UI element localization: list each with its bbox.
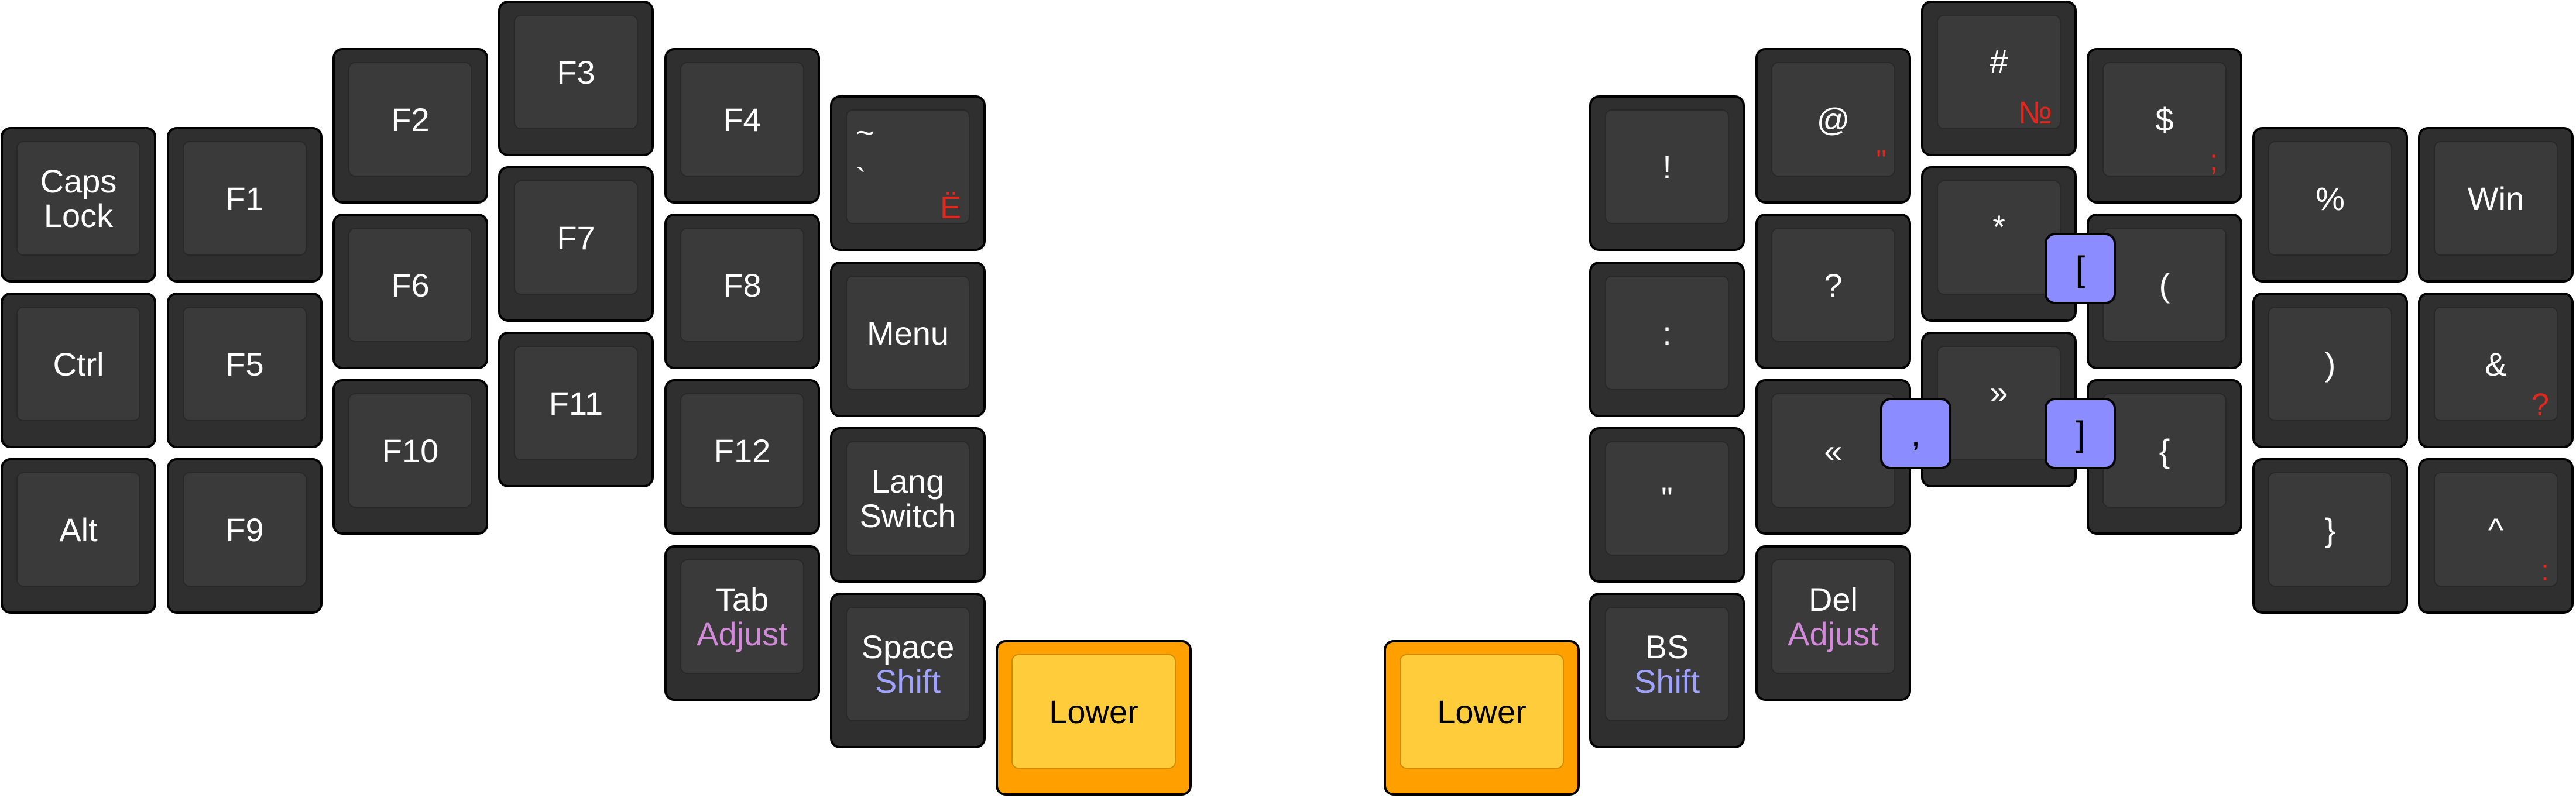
key-label: Caps Lock xyxy=(40,163,117,234)
hold-label-adjust: Adjust xyxy=(1788,615,1879,652)
combo-label: ] xyxy=(2075,414,2086,453)
combo-lbracket: [ xyxy=(2045,233,2116,304)
key-label: Ctrl xyxy=(53,345,104,383)
alt-label: : xyxy=(2541,554,2549,587)
key-label: F12 xyxy=(714,432,771,469)
key-label: F2 xyxy=(391,101,430,138)
key-rparen: ) xyxy=(2252,293,2408,448)
key-win: Win xyxy=(2418,127,2574,283)
key-label: } xyxy=(2324,511,2336,548)
key-label: ? xyxy=(1824,266,1843,304)
key-f7: F7 xyxy=(498,166,654,322)
key-f2: F2 xyxy=(332,48,488,204)
key-colon: : xyxy=(1589,262,1745,417)
alt-label: " xyxy=(1876,144,1886,177)
key-label: ) xyxy=(2324,345,2336,383)
key-label: Space xyxy=(861,628,955,665)
key-label: BS xyxy=(1645,628,1689,665)
hold-label-adjust: Adjust xyxy=(697,615,788,652)
key-label: F6 xyxy=(391,266,430,304)
key-label: F4 xyxy=(723,101,762,138)
hold-label-shift: Shift xyxy=(1634,663,1700,700)
alt-label: № xyxy=(2018,95,2052,130)
key-menu: Menu xyxy=(830,262,986,417)
key-label-top: ~ xyxy=(856,115,874,150)
alt-label: Ё xyxy=(939,190,961,225)
combo-rbracket: ] xyxy=(2045,398,2116,469)
key-lower-right: Lower xyxy=(1384,640,1580,796)
key-question: ? xyxy=(1755,214,1911,369)
key-rbrace: } xyxy=(2252,458,2408,614)
key-bs-shift: BS Shift xyxy=(1589,593,1745,748)
alt-label: ? xyxy=(2531,387,2549,422)
key-dquote: " xyxy=(1589,427,1745,583)
key-ctrl: Ctrl xyxy=(1,293,156,448)
key-f9: F9 xyxy=(167,458,323,614)
key-label-bottom: ` xyxy=(856,162,866,197)
key-f5: F5 xyxy=(167,293,323,448)
key-at: @ " xyxy=(1755,48,1911,204)
key-label: F10 xyxy=(382,432,439,469)
key-f11: F11 xyxy=(498,332,654,487)
alt-label: ; xyxy=(2210,144,2218,177)
key-label: Del xyxy=(1808,581,1858,618)
key-label: ^ xyxy=(2488,511,2504,548)
key-label: ! xyxy=(1662,148,1672,185)
key-tab-adjust: Tab Adjust xyxy=(664,545,820,701)
key-alt: Alt xyxy=(1,458,156,614)
key-lang-switch: Lang Switch xyxy=(830,427,986,583)
key-ampersand: &? xyxy=(2418,293,2574,448)
hold-label-shift: Shift xyxy=(874,663,941,700)
key-label: Alt xyxy=(59,511,98,548)
key-f8: F8 xyxy=(664,214,820,369)
key-label: Tab xyxy=(715,581,769,618)
key-label: & xyxy=(2485,345,2507,383)
key-label: : xyxy=(1662,314,1672,352)
key-f1: F1 xyxy=(167,127,323,283)
key-label: * xyxy=(1992,208,2005,245)
key-label: F7 xyxy=(557,219,595,256)
key-label: F1 xyxy=(225,180,264,217)
key-label: F8 xyxy=(723,266,762,304)
key-label: # xyxy=(1990,42,2008,80)
key-space-shift: Space Shift xyxy=(830,593,986,748)
key-label: Lower xyxy=(1049,693,1138,730)
key-exclaim: ! xyxy=(1589,95,1745,251)
key-tilde: ~ ` Ё xyxy=(830,95,986,251)
key-f4: F4 xyxy=(664,48,820,204)
key-label: F9 xyxy=(225,511,264,548)
key-label: % xyxy=(2316,180,2345,217)
key-label: Win xyxy=(2467,180,2524,217)
key-caps-lock: Caps Lock xyxy=(1,127,156,283)
key-label: » xyxy=(1990,373,2008,411)
key-f12: F12 xyxy=(664,379,820,535)
key-label: Menu xyxy=(866,314,949,352)
key-label: " xyxy=(1661,480,1673,517)
key-label: F5 xyxy=(225,345,264,383)
key-label: $ xyxy=(2155,101,2174,138)
key-label: « xyxy=(1824,432,1843,469)
combo-label: , xyxy=(1910,414,1921,453)
key-lower-left: Lower xyxy=(996,640,1192,796)
key-percent: % xyxy=(2252,127,2408,283)
key-hash: # № xyxy=(1921,1,2077,156)
key-del-adjust: Del Adjust xyxy=(1755,545,1911,701)
key-dollar: $; xyxy=(2087,48,2242,204)
key-caret: ^: xyxy=(2418,458,2574,614)
key-label: F11 xyxy=(548,384,603,422)
key-label: @ xyxy=(1816,101,1850,138)
key-label: { xyxy=(2159,432,2170,469)
key-f3: F3 xyxy=(498,1,654,156)
key-label: Lang Switch xyxy=(859,463,956,534)
combo-comma: , xyxy=(1880,398,1951,469)
key-label: F3 xyxy=(557,53,595,91)
key-label: Lower xyxy=(1437,693,1527,730)
key-label: ( xyxy=(2159,266,2170,304)
key-f10: F10 xyxy=(332,379,488,535)
key-f6: F6 xyxy=(332,214,488,369)
combo-label: [ xyxy=(2075,249,2086,288)
